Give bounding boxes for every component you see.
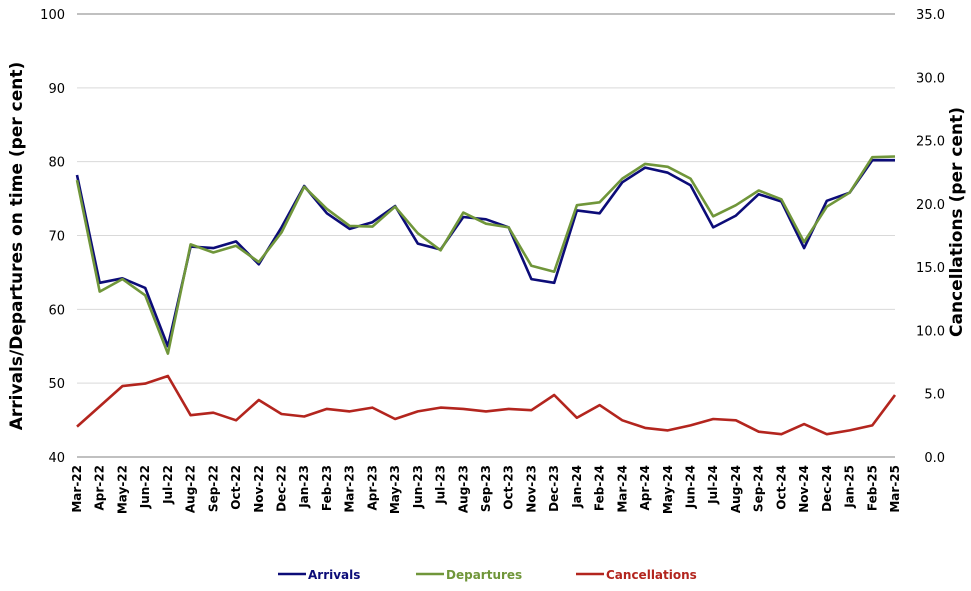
x-tick-label: Jan-25 xyxy=(843,465,857,509)
x-tick-label: Oct-24 xyxy=(774,465,788,510)
x-tick-label: Feb-25 xyxy=(865,465,879,511)
y-tick-label-right: 10.0 xyxy=(916,324,945,339)
x-tick-label: Jul-22 xyxy=(161,465,175,505)
x-tick-label: Mar-24 xyxy=(615,465,629,513)
x-tick-label: Feb-24 xyxy=(593,465,607,511)
x-tick-label: Dec-23 xyxy=(547,465,561,512)
x-tick-label: Mar-22 xyxy=(70,465,84,513)
x-tick-label: Apr-23 xyxy=(365,465,379,510)
x-tick-label: Jan-23 xyxy=(297,465,311,509)
x-tick-label: Mar-23 xyxy=(343,465,357,513)
series-line-cancellations xyxy=(76,374,897,436)
x-tick-label: Dec-24 xyxy=(820,465,834,512)
x-tick-label: Nov-23 xyxy=(524,465,538,513)
x-tick-label: Oct-22 xyxy=(229,465,243,510)
x-tick-label: Sep-23 xyxy=(479,465,493,512)
y-axis-right-title: Cancellations (per cent) xyxy=(947,107,967,337)
x-tick-label: May-23 xyxy=(388,465,402,514)
y-axis-left-title: Arrivals/Departures on time (per cent) xyxy=(7,62,27,431)
x-tick-label: Jun-24 xyxy=(684,465,698,509)
y-tick-label-left: 60 xyxy=(48,303,65,318)
x-tick-label: Aug-22 xyxy=(184,465,198,513)
x-tick-label: Oct-23 xyxy=(502,465,516,510)
gridlines xyxy=(77,13,895,458)
y-tick-label-left: 70 xyxy=(48,230,65,245)
x-tick-label: Nov-24 xyxy=(797,465,811,513)
x-tick-label: Jul-24 xyxy=(706,465,720,505)
x-tick-label: Jun-22 xyxy=(138,465,152,509)
legend-label-arrivals: Arrivals xyxy=(308,568,360,582)
x-tick-label: Sep-24 xyxy=(752,465,766,512)
legend-label-departures: Departures xyxy=(446,568,522,582)
y-tick-label-right: 15.0 xyxy=(916,261,945,276)
x-tick-label: Apr-24 xyxy=(638,465,652,510)
axes: 40 50 60 70 80 90 100 0.0 5.0 10.0 15.0 20.0 25.0 30.… xyxy=(40,8,945,514)
y-tick-label-right: 25.0 xyxy=(916,135,945,150)
legend-label-cancellations: Cancellations xyxy=(606,568,697,582)
x-tick-label: Jan-24 xyxy=(570,465,584,509)
x-tick-label: Apr-22 xyxy=(93,465,107,510)
x-tick-label: Jul-23 xyxy=(434,465,448,505)
y-tick-label-left: 80 xyxy=(48,156,65,171)
x-tick-label: Jun-23 xyxy=(411,465,425,509)
series-line-departures xyxy=(75,155,896,355)
y-tick-label-right: 35.0 xyxy=(916,8,945,23)
series-line-arrivals xyxy=(75,158,895,348)
x-tick-label: Aug-24 xyxy=(729,465,743,513)
y-tick-label-left: 50 xyxy=(48,377,65,392)
y-tick-label-right: 30.0 xyxy=(916,71,945,86)
x-tick-label: Aug-23 xyxy=(456,465,470,513)
x-tick-label: Mar-25 xyxy=(888,465,902,513)
x-tick-label: Nov-22 xyxy=(252,465,266,513)
y-tick-label-left: 100 xyxy=(40,8,65,23)
y-tick-label-left: 40 xyxy=(48,451,65,466)
y-tick-label-right: 0.0 xyxy=(924,451,945,466)
y-tick-label-right: 5.0 xyxy=(924,388,945,403)
y-tick-label-right: 20.0 xyxy=(916,198,945,213)
series-lines xyxy=(75,155,897,436)
y-tick-label-left: 90 xyxy=(48,82,65,97)
x-tick-label: May-22 xyxy=(115,465,129,514)
x-tick-label: May-24 xyxy=(661,465,675,514)
legend: Arrivals Departures Cancellations xyxy=(278,568,697,582)
x-tick-label: Sep-22 xyxy=(206,465,220,512)
x-tick-label: Dec-22 xyxy=(275,465,289,512)
x-tick-label: Feb-23 xyxy=(320,465,334,511)
